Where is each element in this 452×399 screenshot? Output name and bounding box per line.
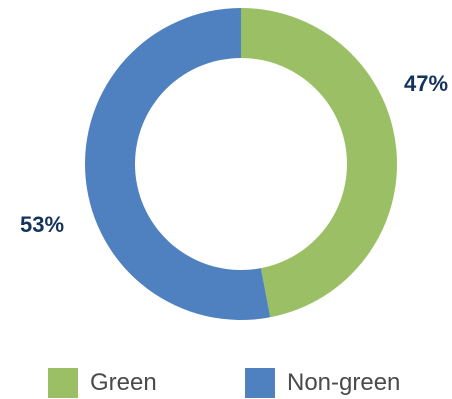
donut-slice-green: [241, 8, 398, 318]
legend-swatch-green: [48, 368, 78, 398]
legend-item-non-green: Non-green: [245, 368, 400, 398]
legend-label-green: Green: [90, 369, 157, 396]
slice-label-green: 47%: [404, 71, 448, 96]
slice-label-non-green: 53%: [20, 212, 64, 237]
legend-label-non-green: Non-green: [287, 369, 401, 396]
donut-chart: 47% 53%: [20, 8, 448, 320]
donut-slices: [85, 8, 398, 320]
donut-slice-non-green: [85, 8, 271, 320]
legend-item-green: Green: [48, 368, 157, 398]
legend-swatch-non-green: [245, 368, 275, 398]
legend: Green Non-green: [0, 368, 452, 398]
